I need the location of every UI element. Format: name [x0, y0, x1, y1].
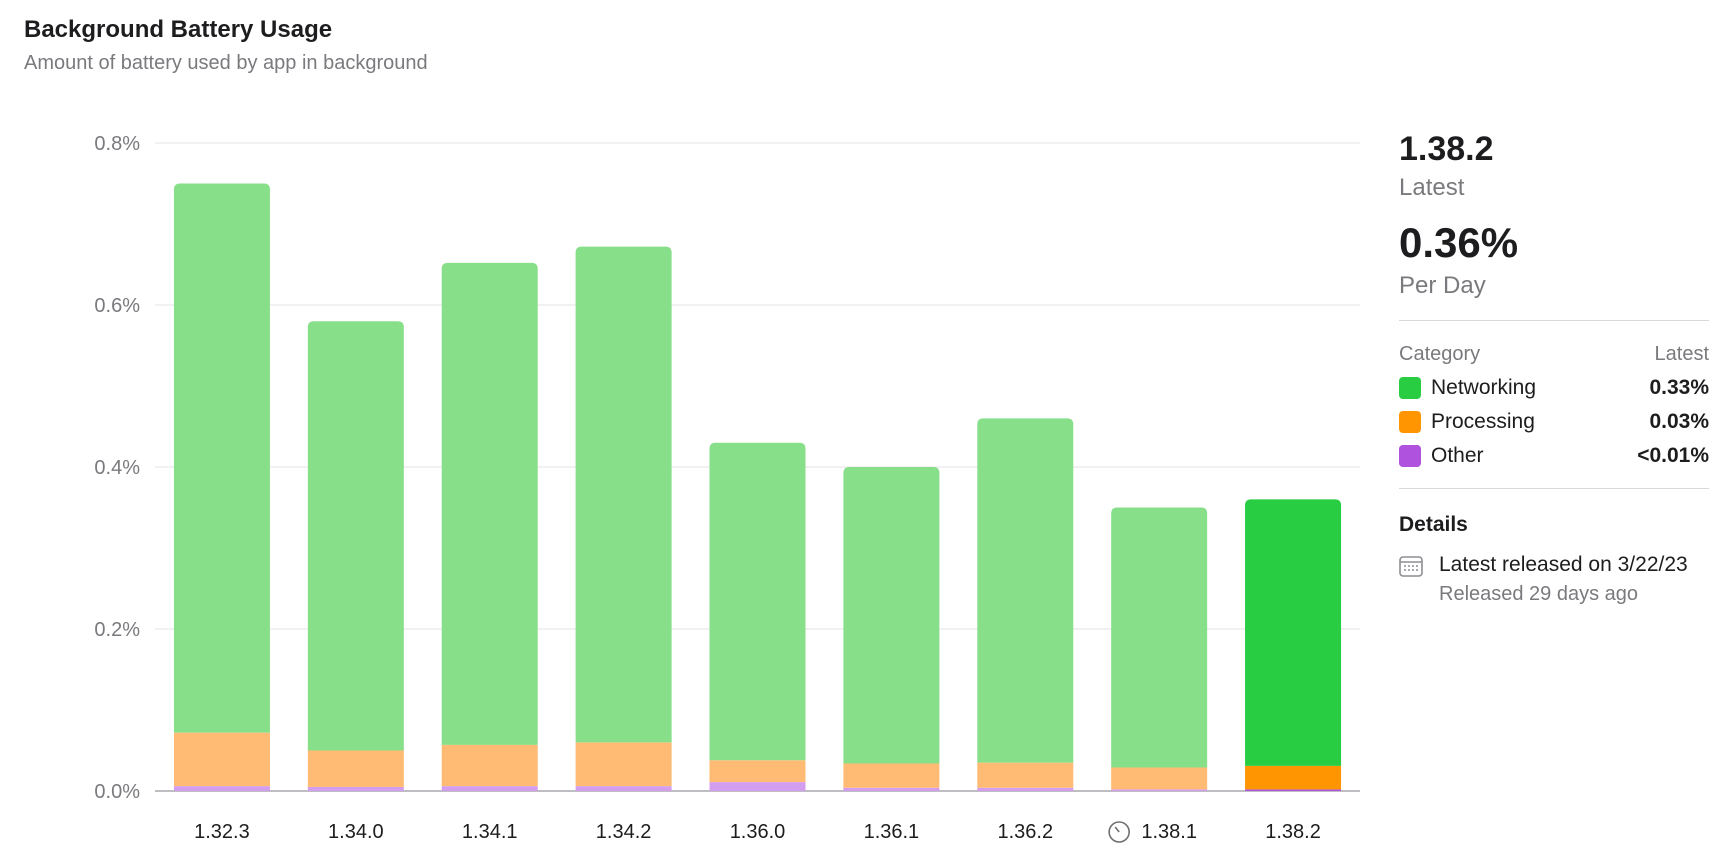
x-tick-label: 1.38.2: [1265, 821, 1321, 843]
summary-panel: 1.38.2 Latest 0.36% Per Day Category Lat…: [1399, 132, 1709, 606]
legend-item-networking: Networking 0.33%: [1399, 376, 1709, 400]
y-tick-label: 0.4%: [94, 457, 140, 479]
y-tick-label: 0.0%: [94, 781, 140, 803]
per-day-label: Per Day: [1399, 272, 1486, 299]
x-tick-label: 1.38.1: [1141, 821, 1197, 843]
bar-segment-other: [307, 786, 404, 791]
bar-segment-processing: [709, 760, 806, 783]
latest-header: Latest: [1654, 343, 1709, 365]
bar-segment-other: [1245, 789, 1342, 791]
legend-item-other: Other <0.01%: [1399, 444, 1709, 468]
clock-icon: [1108, 821, 1130, 843]
chart-subtitle: Amount of battery used by app in backgro…: [24, 52, 428, 74]
processing-swatch: [1399, 411, 1421, 433]
x-tick-label: 1.36.0: [730, 821, 786, 843]
bar-segment-other: [843, 787, 940, 791]
x-tick-label: 1.36.2: [997, 821, 1053, 843]
x-tick-label: 1.34.1: [462, 821, 518, 843]
other-swatch: [1399, 445, 1421, 467]
legend-value: 0.03%: [1649, 410, 1709, 433]
calendar-icon: [1399, 556, 1423, 577]
release-date: Latest released on 3/22/23: [1439, 553, 1688, 576]
per-day-value: 0.36%: [1399, 219, 1519, 266]
bar-segment-networking: [441, 262, 538, 745]
bar-segment-networking: [977, 418, 1074, 763]
bar-segment-networking: [843, 467, 940, 764]
bar-segment-processing: [1111, 767, 1208, 790]
release-age: Released 29 days ago: [1439, 583, 1639, 605]
latest-label: Latest: [1399, 174, 1465, 201]
bar-segment-networking: [575, 246, 672, 743]
legend-value: <0.01%: [1637, 444, 1709, 467]
y-tick-label: 0.2%: [94, 619, 140, 641]
networking-swatch: [1399, 377, 1421, 399]
category-header: Category: [1399, 343, 1481, 365]
y-tick-label: 0.8%: [94, 133, 140, 155]
details-title: Details: [1399, 513, 1468, 536]
legend-label: Processing: [1431, 410, 1535, 433]
y-tick-label: 0.6%: [94, 295, 140, 317]
clock-icon-hand: [1114, 826, 1120, 833]
bar-segment-networking: [173, 183, 270, 733]
legend-item-processing: Processing 0.03%: [1399, 410, 1709, 434]
x-tick-label: 1.36.1: [864, 821, 920, 843]
chart-title: Background Battery Usage: [24, 16, 333, 43]
bar-segment-networking: [709, 442, 806, 761]
bar-segment-networking: [1111, 507, 1208, 768]
divider: [1399, 488, 1709, 489]
bar-segment-other: [173, 786, 270, 791]
x-tick-label: 1.32.3: [194, 821, 250, 843]
x-tick-label: 1.34.0: [328, 821, 384, 843]
latest-version: 1.38.2: [1399, 130, 1494, 168]
x-tick-label: 1.34.2: [596, 821, 652, 843]
release-detail: Latest released on 3/22/23 Released 29 d…: [1399, 553, 1709, 606]
legend-label: Other: [1431, 444, 1484, 467]
legend-header: Category Latest: [1399, 343, 1709, 366]
bar-segment-processing: [173, 732, 270, 787]
bar-segment-processing: [1245, 765, 1342, 790]
legend-value: 0.33%: [1649, 376, 1709, 399]
divider: [1399, 320, 1709, 321]
bar-segment-processing: [843, 763, 940, 788]
bar-segment-networking: [307, 321, 404, 751]
bar-segment-processing: [575, 742, 672, 787]
legend-label: Networking: [1431, 376, 1537, 399]
bar-segment-networking: [1245, 499, 1342, 766]
bar-segment-processing: [307, 750, 404, 787]
bar-segment-other: [441, 786, 538, 791]
bar-segment-other: [575, 786, 672, 791]
bar-segment-other: [709, 782, 806, 791]
bar-segment-other: [977, 787, 1074, 791]
bar-segment-processing: [977, 762, 1074, 788]
bar-segment-other: [1111, 789, 1208, 791]
bar-segment-processing: [441, 744, 538, 787]
